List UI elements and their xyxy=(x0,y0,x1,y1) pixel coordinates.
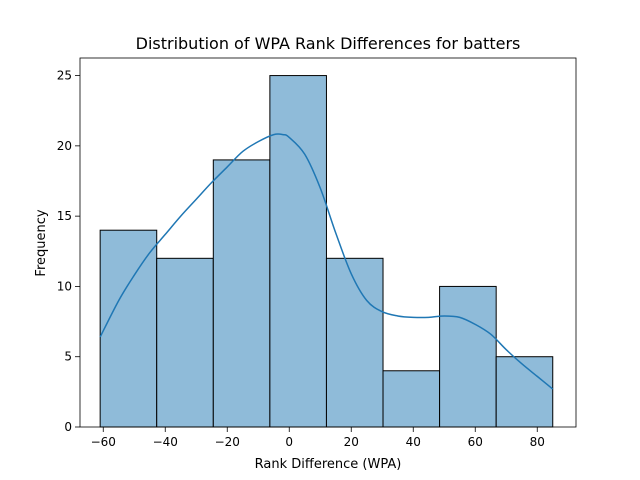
histogram-bar-4 xyxy=(269,75,327,428)
x-tick-label: −40 xyxy=(153,435,178,449)
x-axis-ticks: −60 −40 −20 0 20 40 60 80 xyxy=(91,427,545,449)
histogram-bar-7 xyxy=(439,285,497,428)
kde-curve xyxy=(99,133,554,390)
y-axis-ticks: 0 5 10 15 20 25 xyxy=(57,69,80,434)
x-axis-label: Rank Difference (WPA) xyxy=(255,457,402,472)
histogram-bar-1 xyxy=(99,229,158,428)
x-tick-label: 80 xyxy=(530,435,545,449)
x-tick-label: 40 xyxy=(406,435,421,449)
histogram-bar-5 xyxy=(325,257,384,428)
histogram-bars xyxy=(99,75,554,428)
histogram-bar-6 xyxy=(382,370,441,428)
y-tick-label: 25 xyxy=(57,69,72,83)
axes-frame xyxy=(79,57,577,428)
x-tick-label: 60 xyxy=(468,435,483,449)
y-tick-label: 20 xyxy=(57,139,72,153)
x-tick-label: 0 xyxy=(285,435,293,449)
y-axis-label: Frequency xyxy=(34,209,49,276)
chart-title: Distribution of WPA Rank Differences for… xyxy=(136,34,521,53)
histogram-bar-3 xyxy=(212,159,271,428)
x-tick-label: −60 xyxy=(91,435,116,449)
x-tick-label: 20 xyxy=(344,435,359,449)
y-tick-label: 15 xyxy=(57,209,72,223)
histogram-bar-2 xyxy=(156,257,214,428)
y-tick-label: 5 xyxy=(64,350,72,364)
x-tick-label: −20 xyxy=(215,435,240,449)
y-tick-label: 10 xyxy=(57,279,72,293)
histogram-bar-8 xyxy=(495,356,554,428)
y-tick-label: 0 xyxy=(64,420,72,434)
